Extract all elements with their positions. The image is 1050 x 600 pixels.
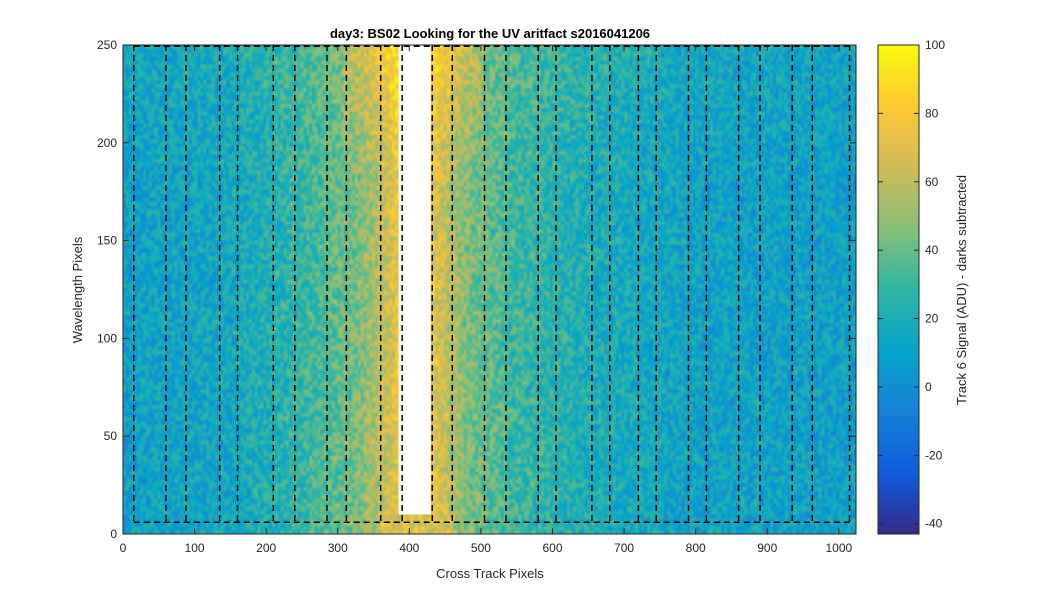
y-tick-label: 150 [97, 234, 117, 248]
x-tick-label: 600 [542, 541, 562, 555]
x-axis-ticks: 0 100 200 300 400 500 600 700 800 900 1000 [120, 45, 852, 555]
colorbar-ticks: -40 -20 0 20 40 60 80 100 [878, 38, 945, 531]
colorbar: -40 -20 0 20 40 60 80 100 [877, 38, 945, 535]
y-tick-label: 100 [97, 331, 117, 345]
y-axis-label: Wavelength Pixels [70, 236, 85, 343]
x-tick-label: 200 [256, 541, 276, 555]
x-tick-label: 900 [757, 541, 777, 555]
chart-title: day3: BS02 Looking for the UV aritfact s… [330, 26, 650, 41]
y-tick-label: 0 [110, 527, 117, 541]
x-tick-label: 400 [399, 541, 419, 555]
colorbar-tick-label: -40 [925, 517, 943, 531]
x-tick-label: 300 [328, 541, 348, 555]
y-tick-label: 250 [97, 38, 117, 52]
colorbar-label: Track 6 Signal (ADU) - darks subtracted [954, 175, 969, 405]
heatmap-raster [123, 45, 856, 534]
saturated-band [398, 45, 431, 515]
x-axis-label: Cross Track Pixels [436, 566, 544, 581]
colorbar-tick-label: -20 [925, 448, 943, 462]
plot-area: 0 100 200 300 400 500 600 700 800 900 1000 0 50 100 1… [97, 38, 857, 555]
x-tick-label: 0 [120, 541, 127, 555]
axes-box [122, 44, 857, 535]
colorbar-tick-label: 40 [925, 243, 939, 257]
colorbar-tick-label: 60 [925, 175, 939, 189]
y-axis-ticks: 0 50 100 150 200 250 [97, 38, 856, 541]
y-tick-label: 50 [104, 429, 118, 443]
y-tick-label: 200 [97, 136, 117, 150]
x-tick-label: 500 [471, 541, 491, 555]
x-tick-label: 800 [686, 541, 706, 555]
colorbar-tick-label: 80 [925, 106, 939, 120]
colorbar-tick-label: 20 [925, 312, 939, 326]
colorbar-gradient [877, 44, 920, 535]
x-tick-label: 1000 [825, 541, 852, 555]
x-tick-label: 700 [614, 541, 634, 555]
heatmap-image [123, 45, 856, 534]
colorbar-tick-label: 100 [925, 38, 945, 52]
x-tick-label: 100 [185, 541, 205, 555]
colorbar-tick-label: 0 [925, 380, 932, 394]
